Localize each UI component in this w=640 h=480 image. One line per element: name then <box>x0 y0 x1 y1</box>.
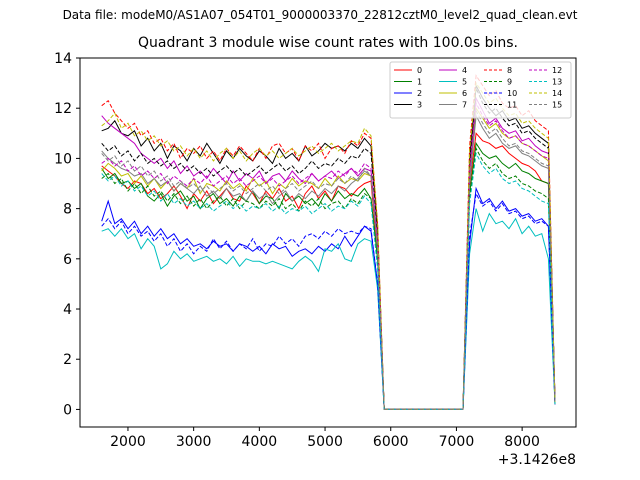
legend-label-7: 7 <box>462 101 467 110</box>
series-line-12 <box>101 101 556 410</box>
x-tick-label: 4000 <box>242 434 278 450</box>
y-tick-label: 4 <box>63 302 72 318</box>
legend-label-5: 5 <box>462 78 467 87</box>
x-tick-label: 2000 <box>110 434 146 450</box>
legend-label-4: 4 <box>462 66 467 75</box>
legend-label-12: 12 <box>552 66 562 75</box>
legend-label-1: 1 <box>417 78 422 87</box>
series-line-9 <box>101 146 556 410</box>
x-offset-label: +3.1426e8 <box>497 452 576 468</box>
x-axis: 2000 3000 4000 5000 6000 7000 8000 <box>110 427 540 450</box>
series-line-5 <box>101 208 556 410</box>
series-line-0 <box>101 132 556 410</box>
series-line-10 <box>101 192 556 410</box>
legend-label-11: 11 <box>507 101 517 110</box>
y-tick-label: 12 <box>54 101 72 117</box>
x-tick-label: 8000 <box>504 434 540 450</box>
plot-area <box>101 74 556 410</box>
legend-label-10: 10 <box>507 89 517 98</box>
x-tick-label: 3000 <box>176 434 212 450</box>
legend-label-15: 15 <box>552 101 562 110</box>
x-tick-label: 6000 <box>373 434 409 450</box>
figure-suptitle: Data file: modeM0/AS1A07_054T01_90000033… <box>62 8 578 22</box>
x-tick-label: 5000 <box>307 434 343 450</box>
legend-label-3: 3 <box>417 101 422 110</box>
legend-label-2: 2 <box>417 89 422 98</box>
y-tick-label: 14 <box>54 51 72 67</box>
y-axis: 0 2 4 6 8 10 12 14 <box>54 51 80 418</box>
series-line-7 <box>101 113 556 410</box>
legend-label-14: 14 <box>552 89 562 98</box>
x-tick-label: 7000 <box>439 434 475 450</box>
legend-label-6: 6 <box>462 89 467 98</box>
legend-box <box>389 61 572 119</box>
legend-label-0: 0 <box>417 66 422 75</box>
y-tick-label: 10 <box>54 151 72 167</box>
series-line-14 <box>101 81 556 410</box>
y-tick-label: 6 <box>63 252 72 268</box>
series-line-13 <box>101 151 556 410</box>
legend-label-13: 13 <box>552 78 562 87</box>
y-tick-label: 0 <box>63 402 72 418</box>
plot-title: Quadrant 3 module wise count rates with … <box>138 35 518 51</box>
series-line-11 <box>101 87 556 410</box>
legend-label-8: 8 <box>507 66 512 75</box>
series-line-1 <box>101 141 556 410</box>
series-line-2 <box>101 186 556 410</box>
axes-frame <box>79 57 577 428</box>
y-tick-label: 8 <box>63 202 72 218</box>
y-tick-label: 2 <box>63 352 72 368</box>
legend-label-9: 9 <box>507 78 512 87</box>
